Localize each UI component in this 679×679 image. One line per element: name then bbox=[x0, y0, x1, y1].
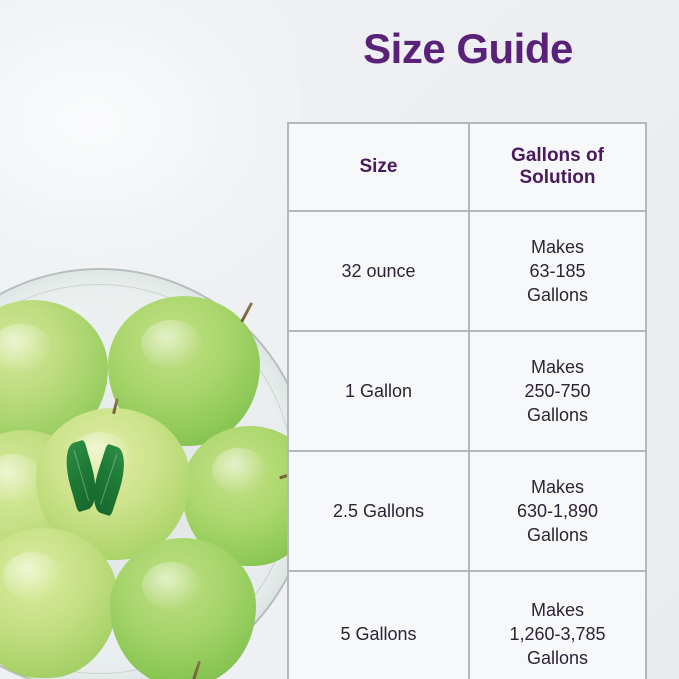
cell-size-value: 1 Gallon bbox=[344, 380, 413, 401]
table-row: 5 Gallons Makes 1,260-3,785 Gallons bbox=[287, 570, 647, 679]
cell-gallons-value: Makes 250-750 Gallons bbox=[524, 356, 591, 426]
cell-gallons-value: Makes 1,260-3,785 Gallons bbox=[509, 599, 606, 669]
size-guide-table: Size Gallons of Solution 32 ounce Makes … bbox=[287, 122, 647, 679]
cell-gallons-value: Makes 630-1,890 Gallons bbox=[516, 476, 599, 546]
cell-size: 2.5 Gallons bbox=[287, 450, 470, 572]
cell-gallons: Makes 63-185 Gallons bbox=[468, 210, 647, 332]
cell-gallons: Makes 1,260-3,785 Gallons bbox=[468, 570, 647, 679]
table-body: 32 ounce Makes 63-185 Gallons 1 Gallon M… bbox=[287, 210, 647, 679]
page-title: Size Guide bbox=[363, 25, 573, 72]
cell-gallons: Makes 250-750 Gallons bbox=[468, 330, 647, 452]
cell-size-value: 32 ounce bbox=[341, 260, 416, 281]
table-row: 1 Gallon Makes 250-750 Gallons bbox=[287, 330, 647, 452]
cell-size: 1 Gallon bbox=[287, 330, 470, 452]
table-header-row: Size Gallons of Solution bbox=[287, 122, 647, 212]
cell-gallons-value: Makes 63-185 Gallons bbox=[526, 236, 589, 306]
apple bbox=[108, 296, 260, 446]
apple bbox=[0, 528, 118, 678]
cell-size-value: 2.5 Gallons bbox=[332, 500, 425, 521]
cell-size: 32 ounce bbox=[287, 210, 470, 332]
table-header: Size Gallons of Solution bbox=[287, 122, 647, 212]
cell-gallons: Makes 630-1,890 Gallons bbox=[468, 450, 647, 572]
cell-size-value: 5 Gallons bbox=[340, 623, 417, 644]
column-header-size-label: Size bbox=[359, 155, 398, 177]
column-header-gallons-label: Gallons of Solution bbox=[511, 144, 604, 188]
column-header-size: Size bbox=[287, 122, 470, 212]
apple bbox=[110, 538, 256, 679]
apples-product-photo bbox=[0, 0, 300, 679]
table-row: 2.5 Gallons Makes 630-1,890 Gallons bbox=[287, 450, 647, 572]
cell-size: 5 Gallons bbox=[287, 570, 470, 679]
column-header-gallons: Gallons of Solution bbox=[468, 122, 647, 212]
table-row: 32 ounce Makes 63-185 Gallons bbox=[287, 210, 647, 332]
